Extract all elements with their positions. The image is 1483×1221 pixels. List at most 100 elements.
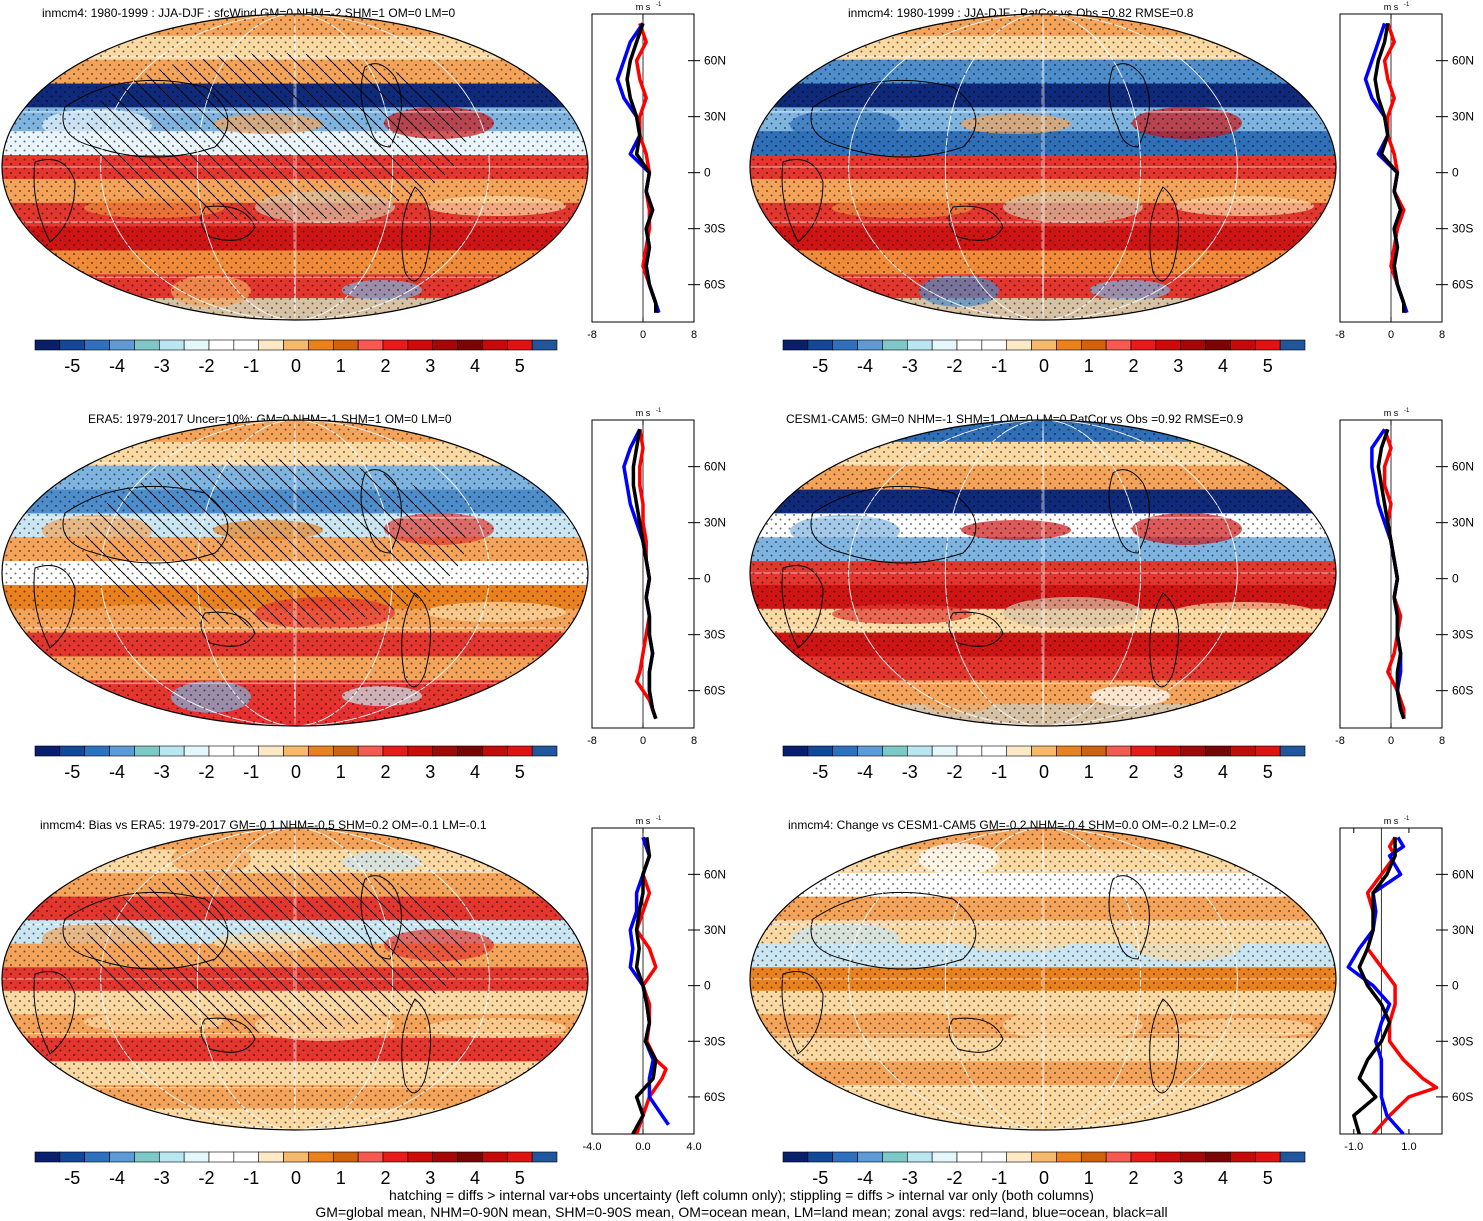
map-blob	[3, 679, 83, 711]
colorbar-tick-label: 0	[1039, 1168, 1049, 1188]
colorbar-tick-label: -2	[199, 1168, 215, 1188]
colorbar-tick-label: -5	[64, 1168, 80, 1188]
colorbar-swatch	[782, 745, 809, 757]
map-blob	[2, 32, 80, 52]
colorbar-swatch	[208, 745, 235, 757]
colorbar-swatch	[34, 745, 61, 757]
colorbar-tick-label: -2	[947, 1168, 963, 1188]
hatching	[84, 458, 466, 628]
colorbar-swatch	[531, 745, 558, 757]
colorbar-swatch	[258, 745, 284, 757]
colorbar-tick-label: -2	[947, 356, 963, 376]
zonal-x-label: -8	[587, 735, 597, 747]
colorbar-swatch	[1105, 339, 1132, 351]
map-outline	[749, 419, 1337, 727]
colorbar-swatch	[208, 1151, 235, 1163]
colorbar-tick-label: -5	[812, 1168, 828, 1188]
map-blob	[750, 846, 828, 866]
colorbar-tick-label: 5	[1263, 762, 1273, 782]
colorbar-swatch	[183, 1151, 210, 1163]
colorbar-swatch	[432, 745, 458, 757]
zonal-y-label: 60S	[704, 278, 725, 292]
zonal-unit-superscript: -1	[656, 408, 662, 414]
zonal-x-label: 0	[1388, 735, 1394, 747]
colorbar-swatch	[134, 339, 160, 351]
colorbar-swatch	[357, 339, 384, 351]
zonal-unit-superscript: -1	[1404, 408, 1410, 414]
colorbar-swatch	[407, 1151, 434, 1163]
colorbar-swatch	[332, 1151, 359, 1163]
colorbar-tick-label: 2	[380, 762, 390, 782]
colorbar-swatch	[1279, 1151, 1306, 1163]
colorbar-swatch	[1006, 745, 1032, 757]
colorbar-swatch	[857, 1151, 883, 1163]
colorbar-swatch	[1180, 339, 1206, 351]
zonal-unit-superscript: -1	[656, 816, 662, 822]
zonal-y-label: 30S	[704, 222, 725, 236]
colorbar-tick-label: -2	[199, 356, 215, 376]
colorbar-tick-label: 4	[470, 356, 480, 376]
colorbar-swatch	[1205, 339, 1231, 351]
colorbar-swatch	[1056, 745, 1082, 757]
colorbar-swatch	[183, 339, 210, 351]
zonal-x-label: -8	[1335, 735, 1345, 747]
colorbar-swatch	[332, 745, 359, 757]
colorbar-swatch	[931, 339, 958, 351]
colorbar-swatch	[482, 1151, 508, 1163]
zonal-y-label: 30S	[704, 1034, 725, 1048]
colorbar-swatch	[931, 745, 958, 757]
colorbar-swatch	[84, 1151, 110, 1163]
colorbar-swatch	[906, 1151, 933, 1163]
colorbar-tick-label: -1	[991, 762, 1007, 782]
colorbar-swatch	[1155, 339, 1182, 351]
colorbar-swatch	[332, 339, 359, 351]
colorbar-swatch	[807, 339, 834, 351]
colorbar-tick-label: -2	[947, 762, 963, 782]
colorbar-swatch	[134, 1151, 160, 1163]
colorbar-swatch	[956, 1151, 983, 1163]
colorbar-swatch	[258, 1151, 284, 1163]
colorbar-swatch	[1080, 339, 1107, 351]
map-blob	[751, 679, 831, 711]
map-blob	[3, 849, 83, 881]
colorbar-tick-label: 5	[515, 1168, 525, 1188]
colorbar-swatch	[931, 1151, 958, 1163]
colorbar-tick-label: 4	[1218, 1168, 1228, 1188]
colorbar-swatch	[308, 745, 334, 757]
zonal-y-label: 0	[1452, 979, 1459, 993]
map-outline	[749, 827, 1337, 1131]
colorbar-tick-label: -4	[857, 762, 873, 782]
map-blob	[751, 849, 831, 881]
colorbar-tick-label: 0	[291, 1168, 301, 1188]
colorbar-tick-label: 2	[1128, 762, 1138, 782]
colorbar-swatch	[1031, 1151, 1057, 1163]
panel-title: inmcm4: 1980-1999 : JJA-DJF : PatCor vs …	[848, 6, 1194, 20]
colorbar-swatch	[1180, 745, 1206, 757]
zonal-y-label: 30N	[704, 110, 726, 124]
zonal-series-line	[631, 429, 658, 720]
colorbar-tick-label: 0	[291, 762, 301, 782]
colorbar-tick-label: 4	[1218, 762, 1228, 782]
colorbar-tick-label: -5	[64, 356, 80, 376]
colorbar-swatch	[183, 745, 210, 757]
colorbar-swatch	[1006, 1151, 1032, 1163]
zonal-y-label: 60N	[704, 460, 726, 474]
colorbar-swatch	[34, 1151, 61, 1163]
colorbar-swatch	[1080, 745, 1107, 757]
colorbar-swatch	[882, 1151, 908, 1163]
zonal-x-label: 1.0	[1401, 1141, 1416, 1153]
zonal-unit-superscript: -1	[1404, 2, 1410, 8]
colorbar-tick-label: 4	[470, 762, 480, 782]
colorbar-tick-label: 5	[515, 762, 525, 782]
zonal-x-label: 0	[640, 329, 646, 341]
stippling	[750, 14, 1336, 320]
colorbar-swatch	[407, 745, 434, 757]
colorbar-swatch	[109, 339, 135, 351]
map-outline	[1, 827, 589, 1131]
zonal-y-label: 60N	[704, 867, 726, 881]
zonal-y-label: 0	[704, 572, 711, 586]
colorbar-tick-label: -5	[64, 762, 80, 782]
colorbar-tick-label: 1	[1084, 356, 1094, 376]
stippling	[750, 828, 1336, 1130]
